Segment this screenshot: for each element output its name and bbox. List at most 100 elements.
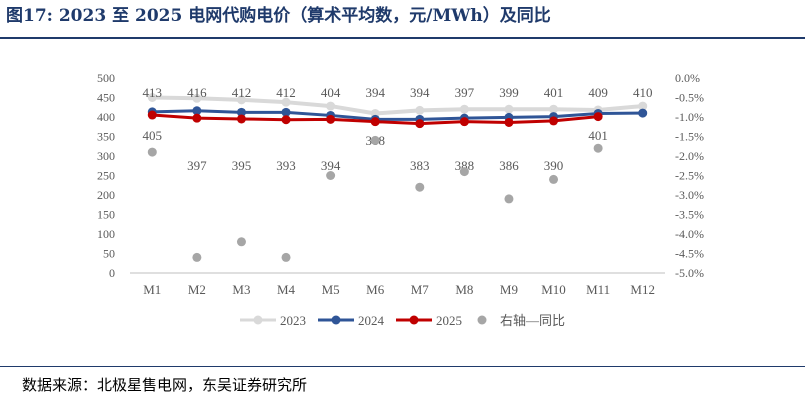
x-tick-label: M8 — [455, 282, 473, 297]
left-tick-label: 500 — [97, 71, 115, 85]
yoy-point — [504, 194, 514, 204]
series-2025-point — [326, 114, 336, 124]
source-divider — [0, 366, 805, 367]
right-tick-label: -4.5% — [675, 247, 704, 261]
right-tick-label: 0.0% — [675, 71, 700, 85]
series-2023-line — [150, 95, 645, 116]
data-label-bottom: 405 — [143, 128, 163, 143]
series-2023-point — [638, 101, 648, 111]
yoy-point — [192, 252, 202, 262]
legend-marker — [331, 315, 341, 325]
x-tick-label: M2 — [188, 282, 206, 297]
series-2023-point — [549, 104, 559, 114]
chart-title: 图17: 2023 至 2025 电网代购电价（算术平均数，元/MWh）及同比 — [6, 6, 551, 26]
series-2023-point — [147, 93, 157, 102]
yoy-point — [593, 143, 603, 153]
series-2025-point — [147, 110, 157, 120]
series-2023-point — [326, 101, 336, 111]
data-label-bottom: 388 — [455, 158, 475, 173]
left-tick-label: 0 — [109, 266, 115, 280]
series-2025-point — [281, 115, 291, 125]
left-tick-label: 300 — [97, 149, 115, 163]
data-label-top: 404 — [321, 85, 341, 100]
data-label-top: 401 — [544, 85, 564, 100]
data-label-bottom: 395 — [232, 158, 252, 173]
series-2025-point — [236, 114, 246, 124]
x-tick-label: M11 — [586, 282, 610, 297]
data-label-bottom: 394 — [321, 158, 341, 173]
series-2024-point — [192, 106, 202, 116]
title-divider — [0, 37, 805, 39]
legend-label: 2024 — [358, 313, 385, 328]
x-tick-label: M6 — [366, 282, 385, 297]
left-tick-label: 400 — [97, 110, 115, 124]
yoy-point — [147, 147, 157, 157]
series-2024-point — [236, 107, 246, 117]
series-2023-point — [192, 93, 202, 103]
right-tick-label: -1.5% — [675, 130, 704, 144]
data-label-bottom: 383 — [410, 158, 430, 173]
data-label-top: 416 — [187, 85, 207, 100]
legend-label: 右轴—同比 — [500, 313, 565, 328]
series-2025-point — [459, 117, 469, 127]
data-label-top: 409 — [588, 85, 608, 100]
right-tick-label: -5.0% — [675, 266, 704, 280]
series-2025-point — [504, 117, 514, 127]
yoy-point — [370, 135, 380, 145]
right-tick-label: -3.0% — [675, 188, 704, 202]
legend-marker — [409, 315, 419, 325]
data-label-bottom: 390 — [544, 158, 564, 173]
series-2025-point — [593, 112, 603, 122]
series-2024-point — [638, 108, 648, 118]
series-2024-line — [150, 109, 645, 121]
data-label-top: 412 — [232, 85, 252, 100]
yoy-point — [415, 182, 425, 192]
series-2023-point — [459, 104, 469, 114]
legend-label: 2025 — [436, 313, 462, 328]
series-2024-point — [281, 107, 291, 117]
series-2025-point — [415, 119, 425, 129]
data-label-bottom: 386 — [499, 158, 519, 173]
right-tick-label: -0.5% — [675, 91, 704, 105]
legend-label: 2023 — [280, 313, 306, 328]
data-label-top: 412 — [276, 85, 296, 100]
data-label-top: 394 — [365, 85, 385, 100]
series-2023-point — [504, 104, 514, 114]
series-2023-point — [236, 95, 246, 105]
yoy-point — [326, 171, 336, 180]
data-label-top: 413 — [143, 85, 163, 100]
x-tick-label: M4 — [277, 282, 296, 297]
x-tick-label: M3 — [232, 282, 250, 297]
source-note: 数据来源：北极星售电网，东吴证券研究所 — [22, 376, 308, 394]
x-tick-label: M7 — [411, 282, 430, 297]
line-chart: 0 50 100 150 200 250 300 350 400 450 500 0.0% -0.5% -… — [97, 71, 704, 328]
series-2025-point — [192, 113, 202, 123]
yoy-point — [281, 252, 291, 262]
yoy-point — [549, 174, 559, 184]
left-tick-label: 200 — [97, 188, 115, 202]
yoy-point — [236, 237, 246, 247]
x-tick-label: M10 — [541, 282, 566, 297]
left-tick-label: 350 — [97, 130, 115, 144]
x-tick-label: M1 — [143, 282, 161, 297]
data-label-bottom: 397 — [187, 158, 207, 173]
data-label-bottom: 393 — [276, 158, 296, 173]
x-tick-label: M9 — [500, 282, 518, 297]
right-tick-label: -2.5% — [675, 169, 704, 183]
left-tick-label: 100 — [97, 227, 115, 241]
yoy-point — [459, 167, 469, 177]
data-label-bottom: 401 — [588, 128, 608, 143]
right-tick-label: -3.5% — [675, 208, 704, 222]
left-tick-label: 250 — [97, 169, 115, 183]
legend-marker — [253, 315, 263, 325]
left-tick-label: 50 — [103, 247, 115, 261]
data-label-top: 399 — [499, 85, 519, 100]
left-tick-label: 450 — [97, 91, 115, 105]
right-tick-label: -1.0% — [675, 110, 704, 124]
series-2025-point — [549, 116, 559, 126]
series-2023-point — [415, 105, 425, 115]
x-tick-label: M5 — [322, 282, 340, 297]
data-label-top: 410 — [633, 85, 653, 100]
data-label-top: 397 — [455, 85, 475, 100]
right-tick-label: -4.0% — [675, 227, 704, 241]
